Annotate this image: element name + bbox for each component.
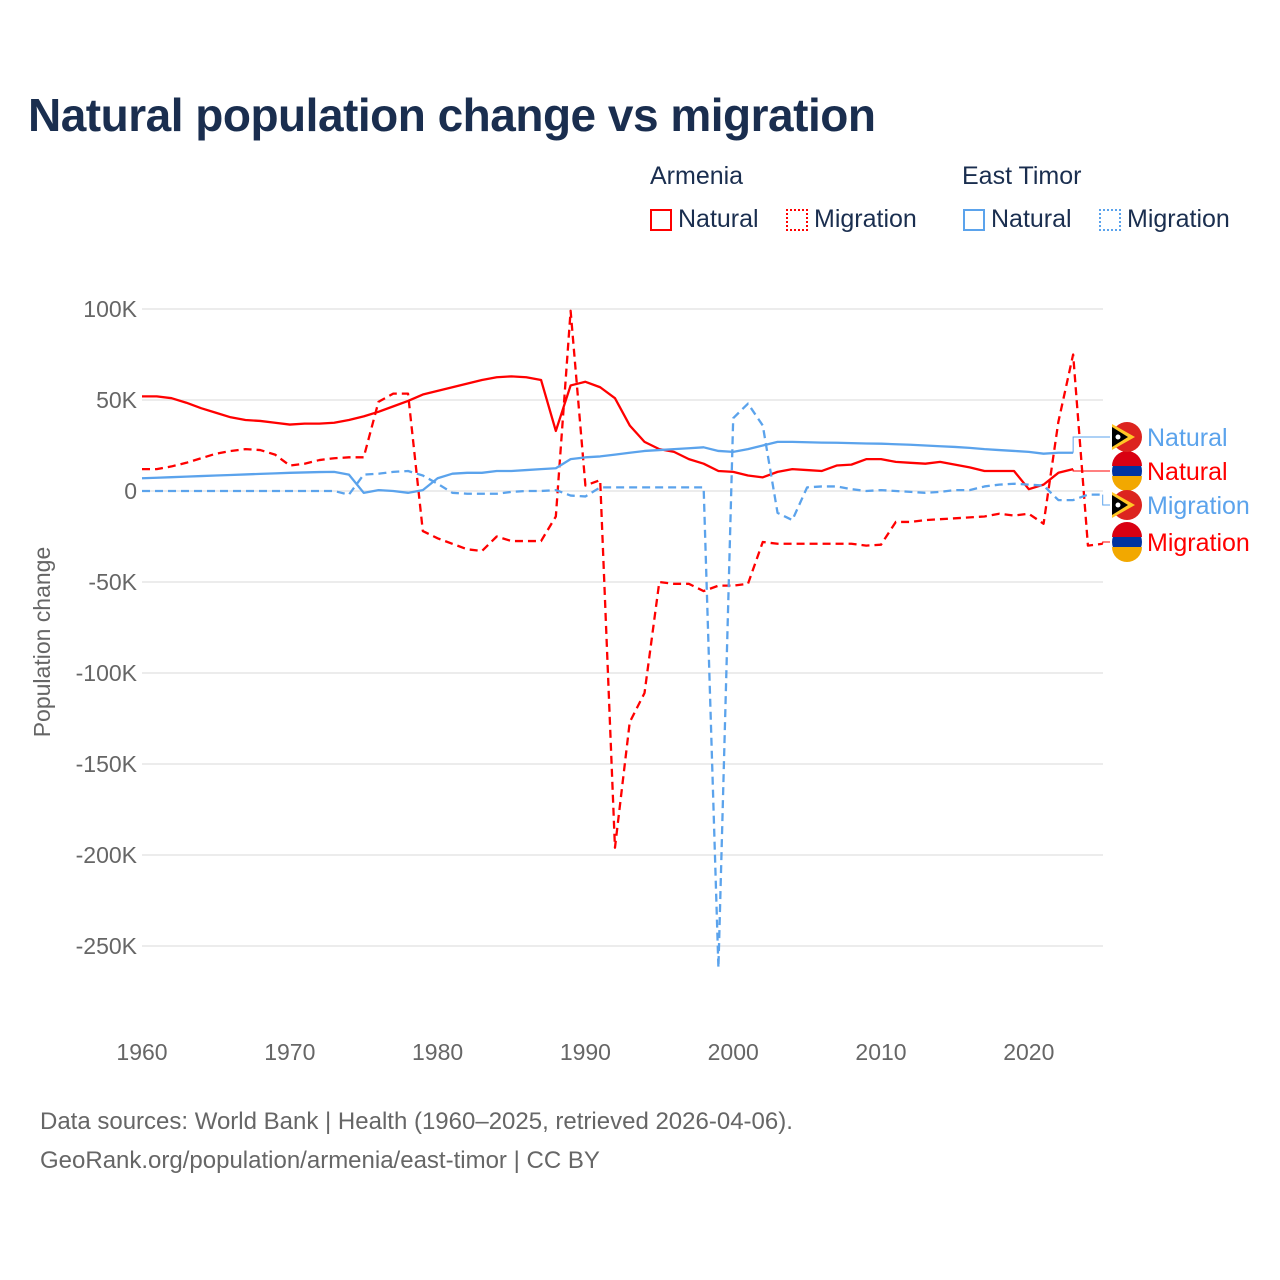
flag-star — [1115, 502, 1121, 508]
solid-swatch-icon — [650, 208, 672, 231]
end-label: Migration — [1147, 529, 1250, 557]
series-line-east-timor-migration — [142, 402, 1103, 969]
flag-armenia-icon — [1112, 451, 1142, 491]
solid-swatch-icon — [963, 208, 985, 231]
flag-red — [1112, 522, 1142, 537]
y-tick-label: 0 — [124, 478, 137, 504]
y-tick-label: 100K — [83, 296, 137, 322]
legend-armenia-migration[interactable]: Migration — [786, 205, 917, 234]
flag-orange — [1112, 476, 1142, 491]
chart-title: Natural population change vs migration — [28, 89, 876, 141]
flag-star — [1115, 434, 1121, 440]
x-tick-label: 2000 — [708, 1039, 759, 1065]
y-tick-label: -200K — [76, 842, 138, 868]
label-connector — [1072, 469, 1110, 472]
end-label: Migration — [1147, 492, 1250, 520]
y-tick-label: -250K — [76, 933, 138, 959]
dotted-swatch-icon — [1099, 208, 1121, 231]
legend-label: Natural — [991, 205, 1072, 233]
series-line-armenia-migration — [142, 309, 1103, 849]
dotted-swatch-icon — [786, 208, 808, 231]
legend-label: Migration — [814, 205, 917, 233]
x-tick-label: 1990 — [560, 1039, 611, 1065]
flag-east-timor-icon — [1112, 422, 1142, 452]
legend-east-timor-migration[interactable]: Migration — [1099, 205, 1230, 234]
legend-group-armenia: Armenia — [650, 162, 744, 190]
legend-group-east-timor: East Timor — [962, 162, 1082, 190]
end-label: Natural — [1147, 458, 1228, 486]
x-tick-label: 1970 — [264, 1039, 315, 1065]
legend-label: Natural — [678, 205, 759, 233]
y-tick-label: 50K — [96, 387, 138, 413]
x-tick-label: 2020 — [1003, 1039, 1054, 1065]
label-connector — [1102, 494, 1110, 506]
label-connector — [1102, 541, 1110, 544]
label-connector — [1072, 436, 1110, 453]
y-tick-label: -150K — [76, 751, 138, 777]
y-axis-label: Population change — [29, 547, 55, 738]
x-tick-label: 1980 — [412, 1039, 463, 1065]
legend-east-timor-natural[interactable]: Natural — [963, 205, 1072, 234]
x-tick-label: 2010 — [855, 1039, 906, 1065]
y-tick-label: -100K — [76, 660, 138, 686]
x-tick-label: 1960 — [116, 1039, 167, 1065]
legend-armenia-natural[interactable]: Natural — [650, 205, 759, 234]
flag-east-timor-icon — [1112, 490, 1142, 520]
source-line: Data sources: World Bank | Health (1960–… — [40, 1108, 793, 1135]
flag-orange — [1112, 547, 1142, 562]
series-line-east-timor-natural — [141, 440, 1074, 494]
flag-red — [1112, 451, 1142, 466]
series-line-armenia-natural — [142, 375, 1074, 491]
flag-armenia-icon — [1112, 522, 1142, 562]
y-tick-label: -50K — [88, 569, 137, 595]
source-url[interactable]: GeoRank.org/population/armenia/east-timo… — [40, 1147, 600, 1174]
end-label: Natural — [1147, 424, 1228, 452]
legend-label: Migration — [1127, 205, 1230, 233]
